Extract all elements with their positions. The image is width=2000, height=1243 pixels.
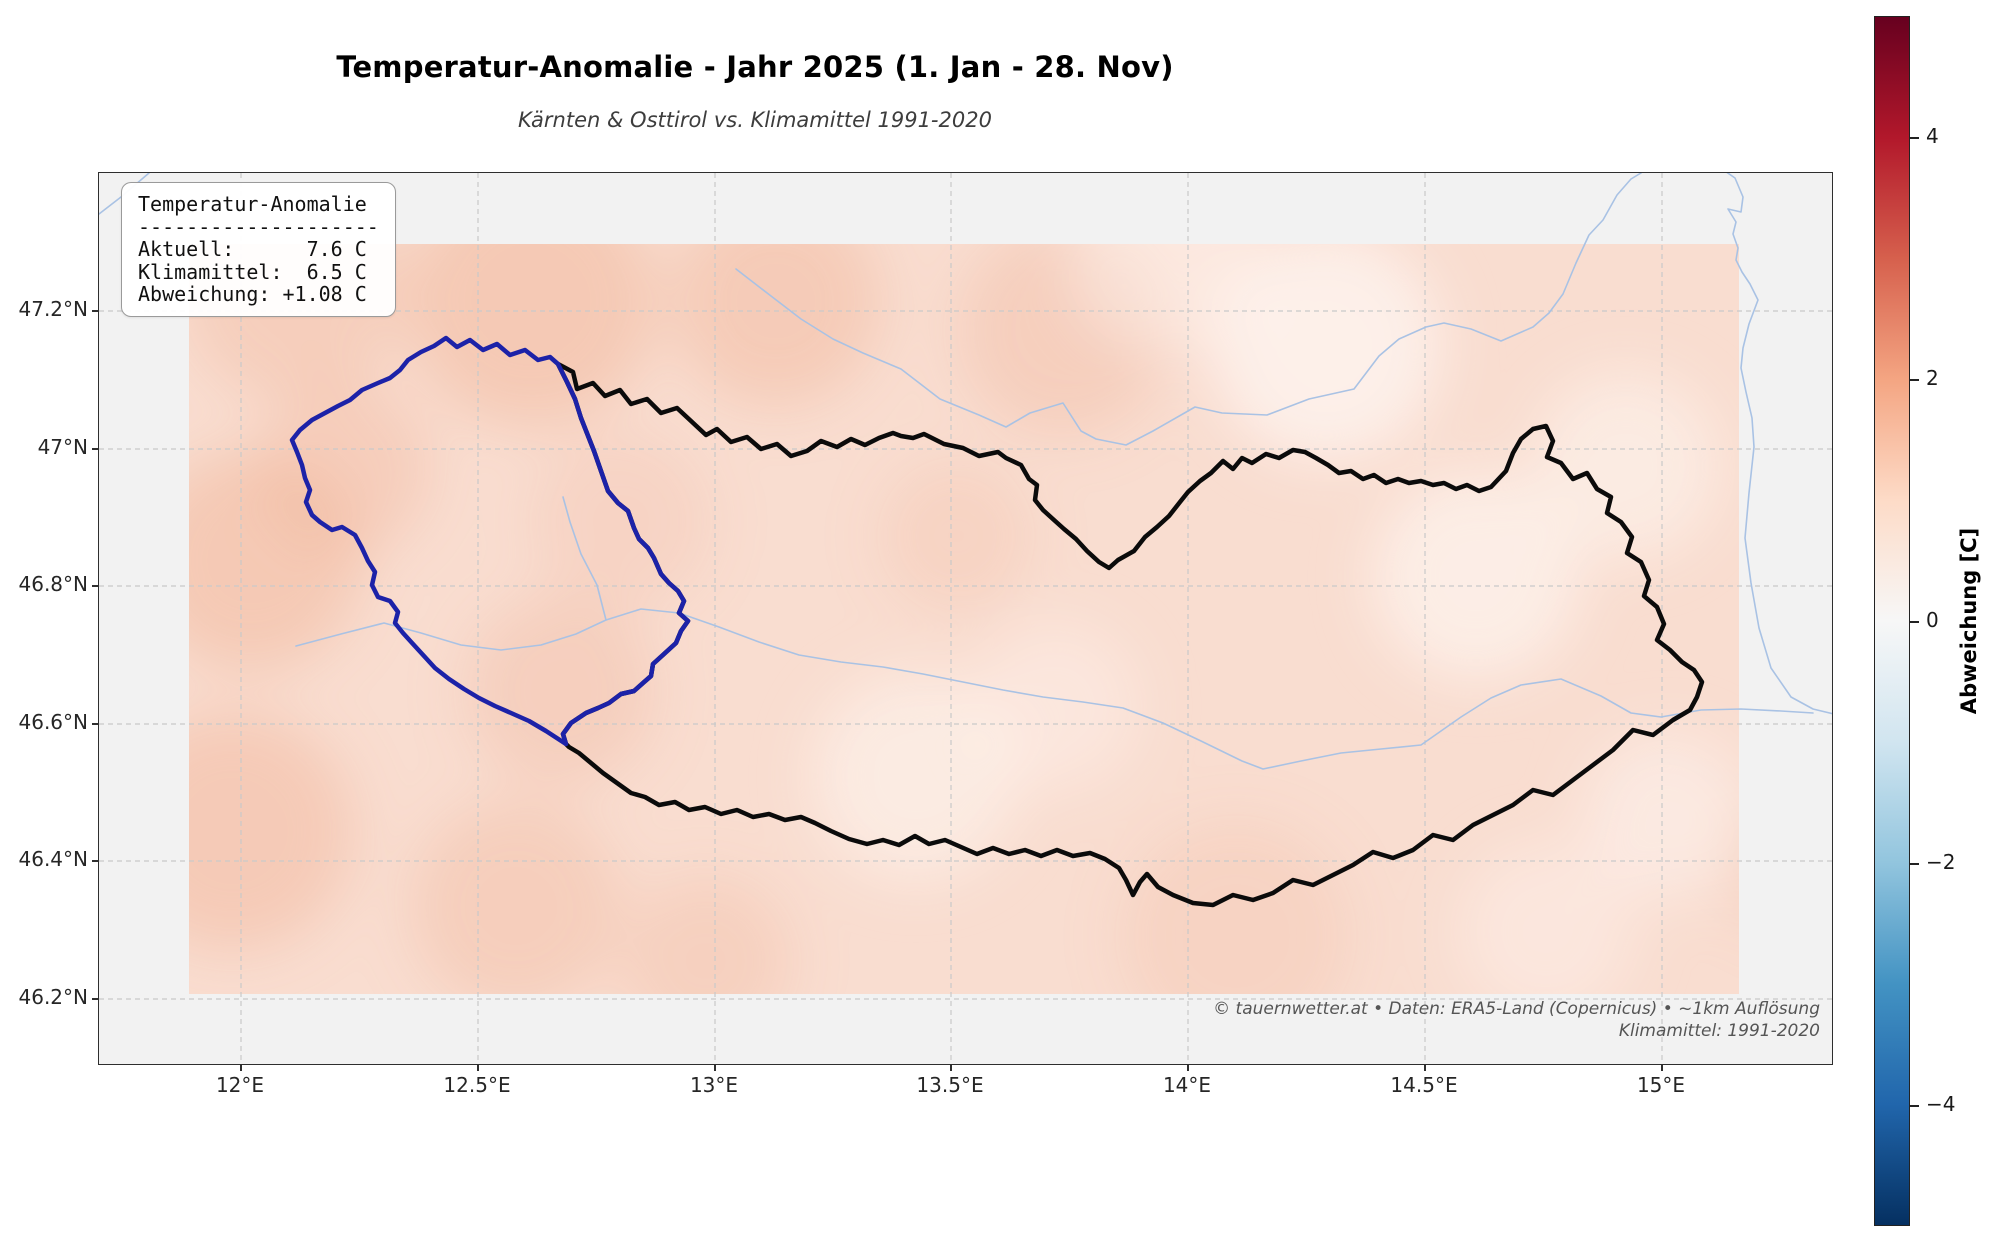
y-tick-label: 46.8°N (18, 572, 89, 596)
colorbar-tick-label: 2 (1926, 366, 1939, 390)
rivers (99, 173, 1832, 770)
x-tick-mark (240, 1065, 242, 1071)
river-northeast (1726, 173, 1832, 715)
map-canvas (99, 173, 1832, 1064)
colorbar-tick-label: −4 (1926, 1092, 1956, 1116)
river-drau (295, 608, 1814, 770)
x-tick-label: 12°E (215, 1073, 265, 1097)
info-box-aktuell: Aktuell: 7.6 C (138, 237, 367, 262)
x-tick-mark (1187, 1065, 1189, 1071)
colorbar-tick-mark (1910, 1105, 1919, 1107)
y-tick-mark (92, 723, 98, 725)
attribution: © tauernwetter.at • Daten: ERA5-Land (Co… (1213, 998, 1820, 1042)
colorbar-axis-label: Abweichung [C] (1957, 527, 1981, 715)
x-tick-mark (714, 1065, 716, 1071)
x-tick-mark (1424, 1065, 1426, 1071)
attribution-line1: © tauernwetter.at • Daten: ERA5-Land (Co… (1213, 998, 1820, 1019)
x-tick-label: 13.5°E (916, 1073, 984, 1097)
x-tick-label: 15°E (1636, 1073, 1686, 1097)
chart-title: Temperatur-Anomalie - Jahr 2025 (1. Jan … (336, 50, 1174, 84)
river-north (735, 173, 1642, 446)
y-tick-mark (92, 310, 98, 312)
y-tick-mark (92, 860, 98, 862)
colorbar-tick-mark (1910, 863, 1919, 865)
info-box-klimamittel: Klimamittel: 6.5 C (138, 259, 367, 284)
info-box: Temperatur-Anomalie --------------------… (121, 182, 396, 317)
info-box-separator: -------------------- (138, 214, 379, 239)
y-tick-label: 46.2°N (18, 985, 89, 1009)
colorbar-tick-label: −2 (1926, 850, 1956, 874)
colorbar-tick-label: 4 (1926, 124, 1939, 148)
info-box-abweichung: Abweichung: +1.08 C (138, 282, 367, 307)
heatmap-field (189, 244, 1739, 994)
y-tick-label: 47°N (37, 435, 88, 459)
colorbar-tick-mark (1910, 379, 1919, 381)
info-box-title: Temperatur-Anomalie (138, 192, 367, 216)
y-tick-mark (92, 585, 98, 587)
y-tick-label: 47.2°N (18, 297, 89, 321)
x-tick-label: 13°E (689, 1073, 739, 1097)
river-isel-branch (562, 496, 607, 621)
y-tick-mark (92, 998, 98, 1000)
chart-subtitle: Kärnten & Osttirol vs. Klimamittel 1991-… (518, 108, 992, 132)
y-tick-mark (92, 448, 98, 450)
x-tick-mark (477, 1065, 479, 1071)
map-axes: Temperatur-Anomalie --------------------… (98, 172, 1833, 1065)
colorbar-tick-mark (1910, 621, 1919, 623)
y-tick-label: 46.6°N (18, 710, 89, 734)
colorbar-tick-label: 0 (1926, 608, 1939, 632)
x-tick-mark (1661, 1065, 1663, 1071)
colorbar (1874, 16, 1910, 1226)
x-tick-label: 12.5°E (443, 1073, 511, 1097)
y-tick-label: 46.4°N (18, 847, 89, 871)
heatmap-blobs (189, 244, 1739, 994)
x-tick-label: 14°E (1162, 1073, 1212, 1097)
colorbar-tick-mark (1910, 137, 1919, 139)
x-tick-mark (950, 1065, 952, 1071)
x-tick-label: 14.5°E (1390, 1073, 1458, 1097)
osttirol-border (289, 335, 691, 747)
attribution-line2: Klimamittel: 1991-2020 (1618, 1020, 1820, 1041)
kaernten-border (555, 361, 1705, 908)
